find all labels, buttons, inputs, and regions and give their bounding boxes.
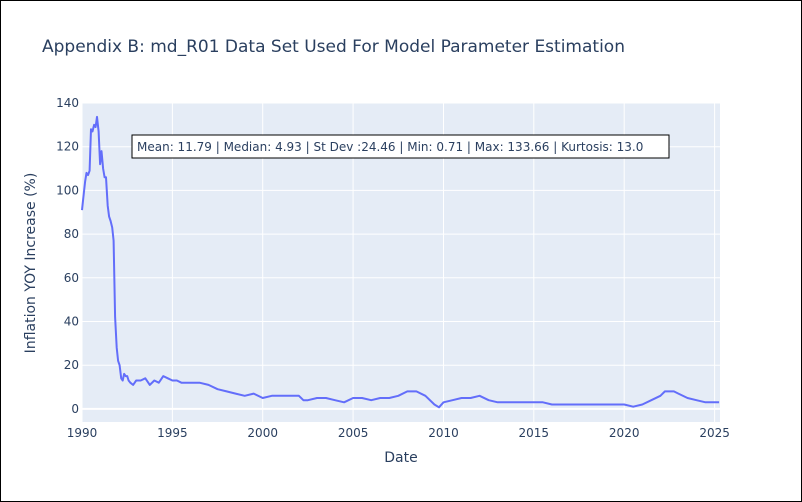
y-tick-label: 120 <box>56 140 79 154</box>
tick-labels: 1990 1995 2000 2005 2010 2015 2020 2025 0 20 40 60 8… <box>56 96 730 440</box>
y-tick-label: 60 <box>64 271 79 285</box>
inflation-series-line <box>81 115 720 409</box>
x-tick-label: 2010 <box>428 426 459 440</box>
y-tick-label: 100 <box>56 183 79 197</box>
x-tick-label: 2000 <box>247 426 278 440</box>
y-tick-label: 80 <box>64 227 79 241</box>
x-tick-label: 2005 <box>338 426 369 440</box>
y-axis-title: Inflation YOY Increase (%) <box>23 173 39 354</box>
stats-annotation-box <box>131 134 670 159</box>
x-axis-title: Date <box>384 450 417 466</box>
y-tick-label: 0 <box>71 402 79 416</box>
x-tick-label: 2015 <box>519 426 550 440</box>
stats-annotation-text: Mean: 11.79 | Median: 4.93 | St Dev :24.… <box>137 140 643 154</box>
y-tick-label: 40 <box>64 315 79 329</box>
x-tick-label: 2025 <box>699 426 730 440</box>
y-tick-label: 20 <box>64 358 79 372</box>
x-tick-label: 1990 <box>67 426 98 440</box>
chart-title: Appendix B: md_R01 Data Set Used For Mod… <box>42 37 625 57</box>
stats-annotation: Mean: 11.79 | Median: 4.93 | St Dev :24.… <box>131 134 670 159</box>
series-lines <box>81 115 720 409</box>
x-tick-label: 1995 <box>157 426 188 440</box>
x-tick-label: 2020 <box>609 426 640 440</box>
y-tick-label: 140 <box>56 96 79 110</box>
